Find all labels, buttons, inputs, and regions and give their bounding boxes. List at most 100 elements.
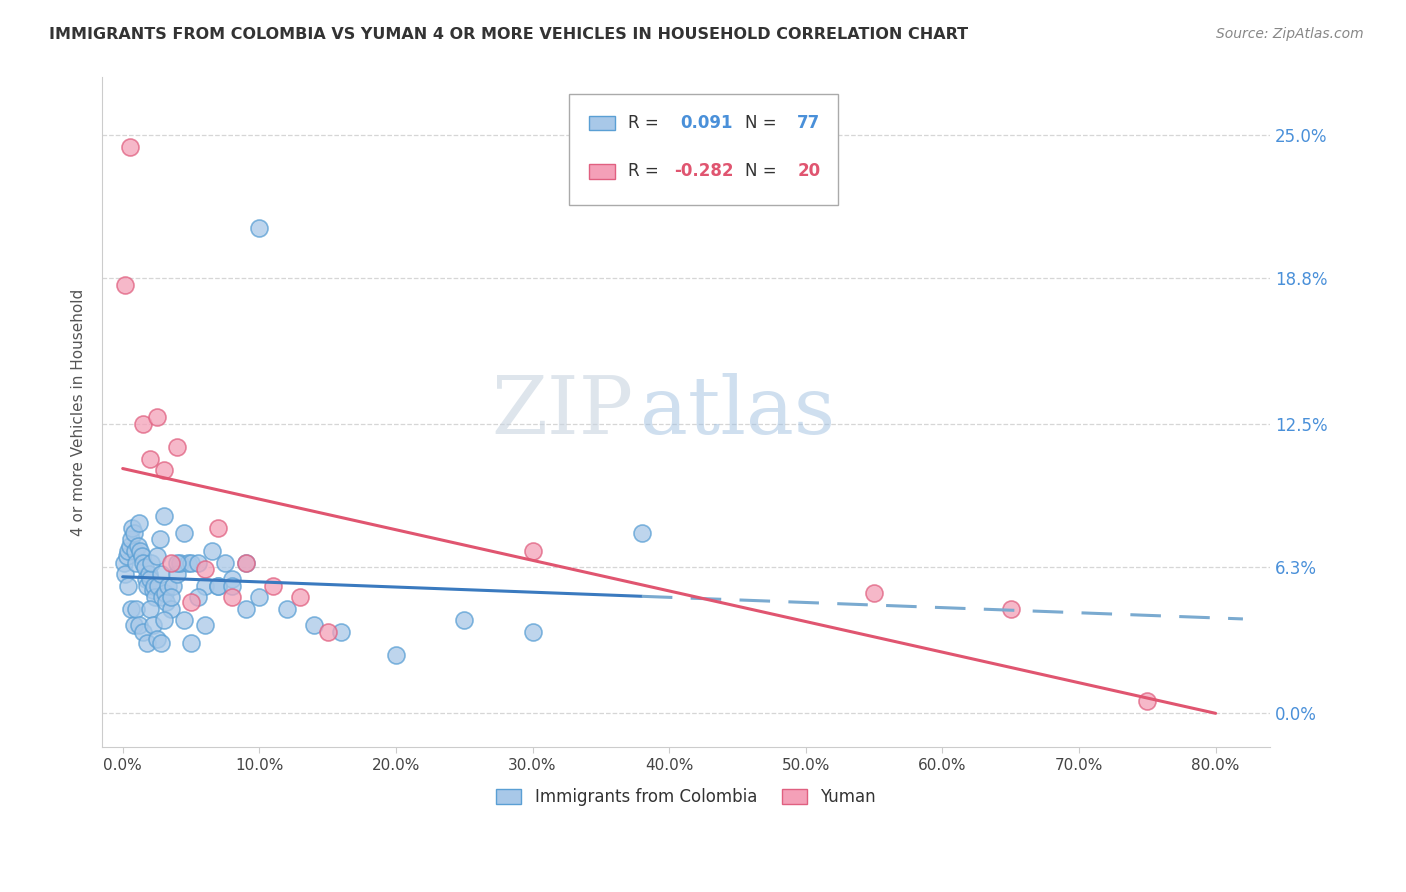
Point [149, 567, 172, 582]
Point [180, 636, 202, 650]
Text: Source: ZipAtlas.com: Source: ZipAtlas.com [1216, 27, 1364, 41]
Point [122, 618, 145, 632]
Point [207, 521, 229, 535]
Point [131, 549, 153, 563]
Point [235, 556, 257, 570]
Text: 0.091: 0.091 [681, 114, 733, 132]
Point [118, 140, 141, 154]
Point [117, 544, 139, 558]
Point [221, 579, 243, 593]
Point [207, 579, 229, 593]
Point [166, 567, 188, 582]
Point [128, 618, 150, 632]
Point [142, 583, 165, 598]
Bar [589, 116, 614, 130]
Point [162, 579, 184, 593]
Point [148, 579, 170, 593]
Text: ZIP: ZIP [492, 374, 634, 451]
Point [166, 556, 188, 570]
Point [1136, 694, 1159, 708]
Point [180, 595, 202, 609]
Point [114, 278, 136, 293]
Point [159, 601, 181, 615]
Point [146, 632, 169, 646]
Point [121, 521, 143, 535]
Point [125, 556, 148, 570]
Point [173, 525, 195, 540]
Point [155, 595, 177, 609]
Bar [589, 164, 614, 178]
Point [180, 556, 202, 570]
Text: N =: N = [745, 114, 782, 132]
Point [122, 525, 145, 540]
Point [214, 556, 236, 570]
Text: 77: 77 [797, 114, 821, 132]
Point [139, 601, 162, 615]
Point [290, 590, 312, 604]
Text: atlas: atlas [640, 374, 835, 451]
Point [235, 601, 257, 615]
Point [221, 572, 243, 586]
Point [169, 556, 191, 570]
Legend: Immigrants from Colombia, Yuman: Immigrants from Colombia, Yuman [489, 781, 883, 813]
Text: N =: N = [745, 162, 782, 180]
Point [129, 544, 152, 558]
Point [276, 601, 298, 615]
Text: IMMIGRANTS FROM COLOMBIA VS YUMAN 4 OR MORE VEHICLES IN HOUSEHOLD CORRELATION CH: IMMIGRANTS FROM COLOMBIA VS YUMAN 4 OR M… [49, 27, 969, 42]
Point [152, 509, 174, 524]
Point [149, 636, 172, 650]
Point [177, 556, 200, 570]
Point [128, 516, 150, 531]
Point [522, 544, 544, 558]
Point [166, 440, 188, 454]
Point [200, 544, 222, 558]
Point [1000, 601, 1022, 615]
Text: 20: 20 [797, 162, 820, 180]
Point [453, 613, 475, 627]
Point [146, 549, 169, 563]
Point [173, 613, 195, 627]
Point [132, 556, 155, 570]
Point [194, 562, 217, 576]
Point [146, 410, 169, 425]
Point [136, 636, 159, 650]
Point [135, 572, 157, 586]
Point [120, 533, 142, 547]
Point [522, 624, 544, 639]
FancyBboxPatch shape [569, 95, 838, 205]
Point [132, 624, 155, 639]
Point [139, 451, 162, 466]
Point [117, 579, 139, 593]
Point [118, 540, 141, 554]
Point [150, 590, 173, 604]
Point [156, 579, 179, 593]
Point [152, 463, 174, 477]
Point [120, 601, 142, 615]
Point [149, 533, 172, 547]
Text: -0.282: -0.282 [675, 162, 734, 180]
Point [138, 567, 160, 582]
Point [316, 624, 339, 639]
Point [115, 549, 138, 563]
Point [863, 585, 886, 599]
Point [132, 417, 155, 431]
Point [124, 544, 146, 558]
Point [262, 579, 284, 593]
Point [114, 567, 136, 582]
Point [127, 540, 149, 554]
Point [247, 220, 270, 235]
Point [221, 590, 243, 604]
Point [194, 579, 217, 593]
Text: R =: R = [628, 162, 664, 180]
Y-axis label: 4 or more Vehicles in Household: 4 or more Vehicles in Household [72, 289, 86, 536]
Point [139, 572, 162, 586]
Point [302, 618, 325, 632]
Point [207, 579, 229, 593]
Point [194, 618, 217, 632]
Point [159, 590, 181, 604]
Text: R =: R = [628, 114, 664, 132]
Point [159, 556, 181, 570]
Point [143, 579, 166, 593]
Point [235, 556, 257, 570]
Point [630, 525, 652, 540]
